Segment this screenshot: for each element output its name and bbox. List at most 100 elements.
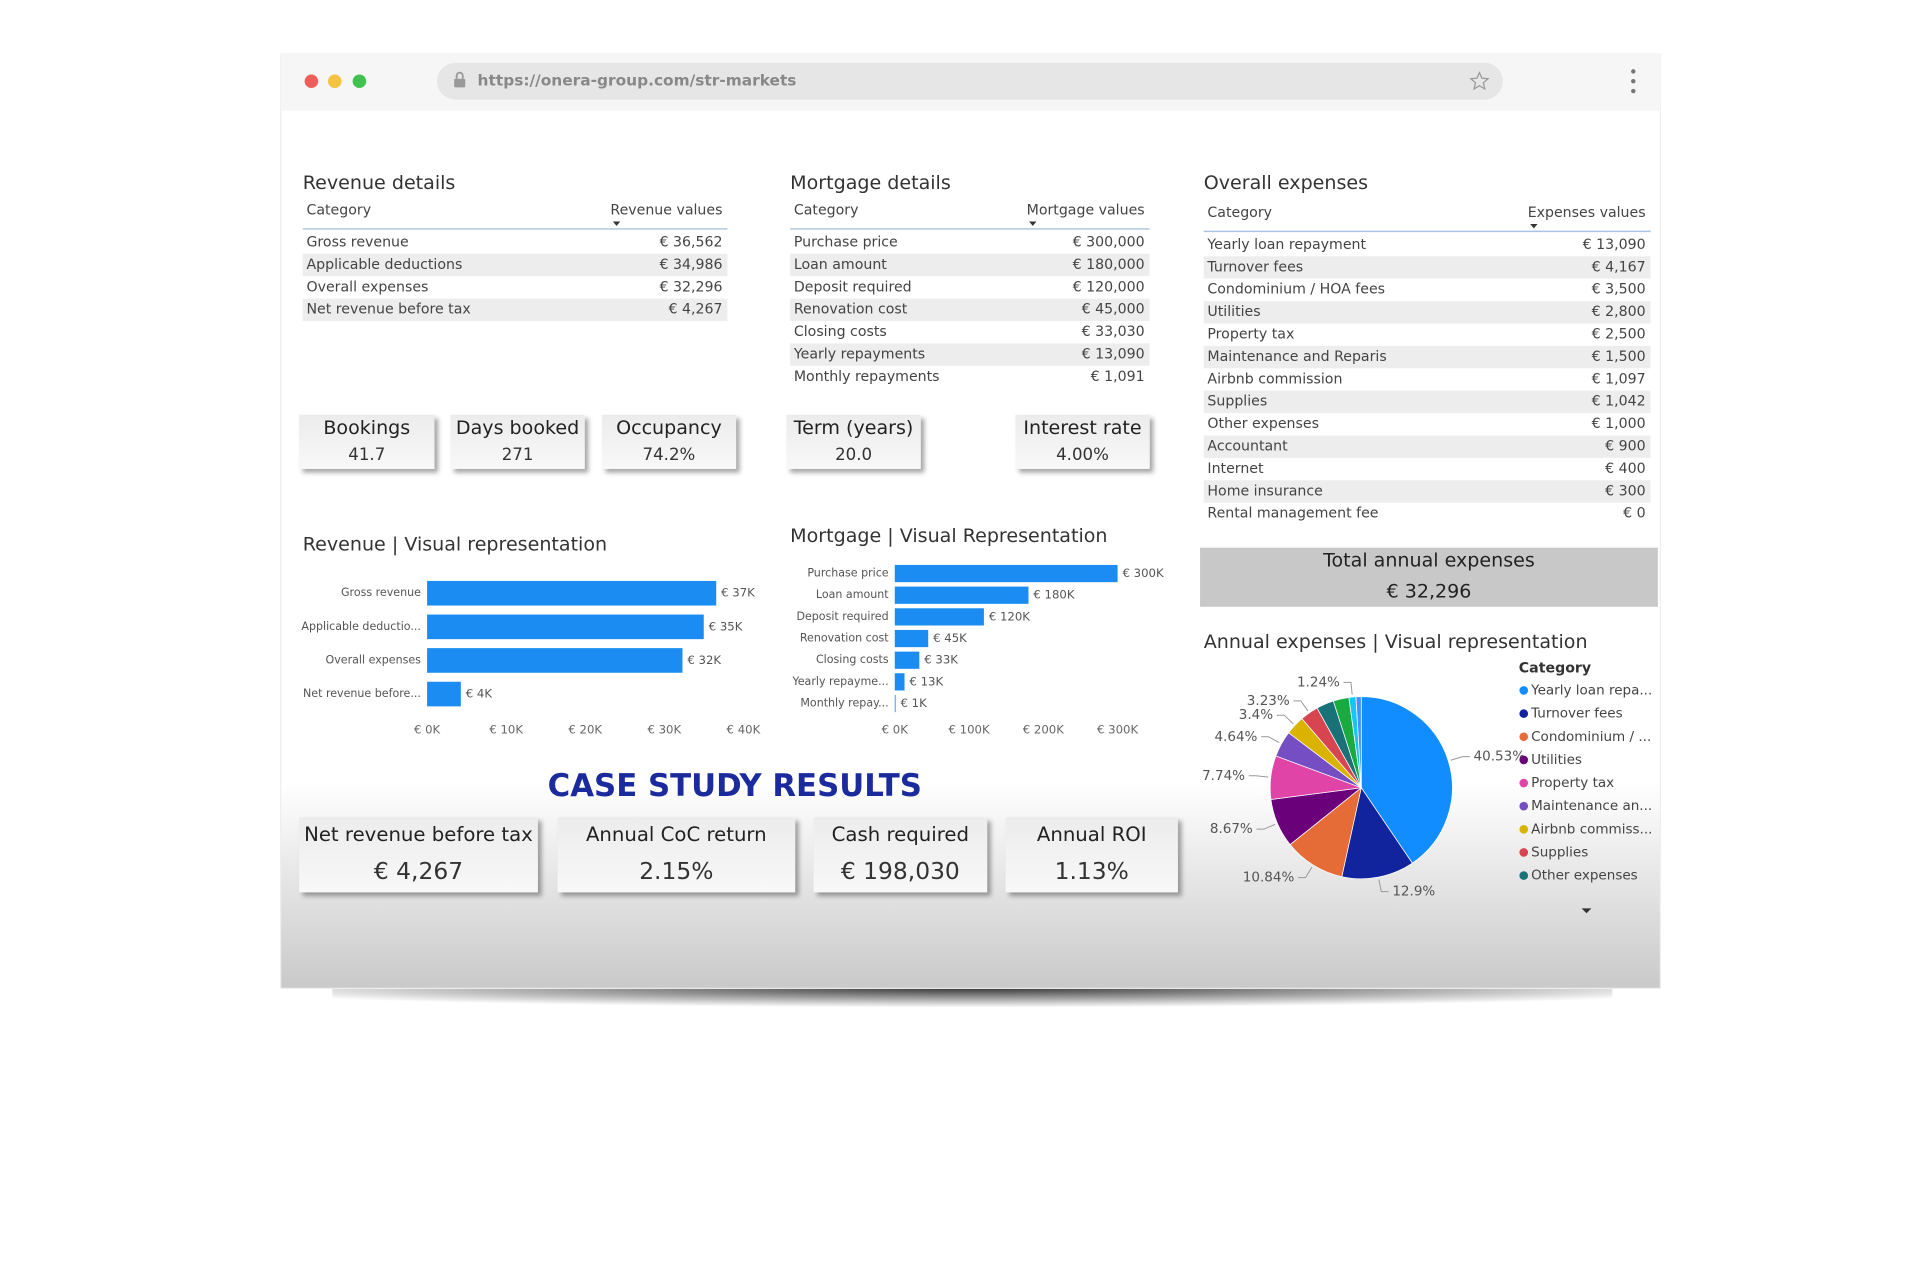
legend-label: Utilities <box>1531 752 1582 768</box>
category-label: Gross revenue <box>341 586 421 599</box>
url: https://onera-group.com/str-markets <box>478 72 797 90</box>
row-value: € 4,267 <box>668 302 722 318</box>
leader-line <box>1256 823 1276 830</box>
kpi-card <box>557 817 796 893</box>
row-value: € 33,030 <box>1082 324 1145 340</box>
data-label: 7.74% <box>1202 768 1245 784</box>
data-label: € 33K <box>924 653 958 667</box>
data-label: 3.4% <box>1239 707 1273 723</box>
kpi-label: Days booked <box>456 417 579 439</box>
category-label: Yearly repayme... <box>791 675 888 688</box>
kpi-label: Annual ROI <box>1037 823 1147 846</box>
minimize-button[interactable] <box>328 74 342 89</box>
kpi-value: 1.13% <box>1055 857 1129 885</box>
row-label: Purchase price <box>794 234 898 250</box>
column-header: Expenses values <box>1528 205 1646 221</box>
total-label: Total annual expenses <box>1322 550 1535 572</box>
data-label: 10.84% <box>1243 870 1295 886</box>
row-value: € 0 <box>1623 506 1645 522</box>
row-label: Condominium / HOA fees <box>1207 282 1385 298</box>
data-label: € 300K <box>1122 566 1163 580</box>
row-label: Accountant <box>1207 439 1288 455</box>
data-label: 12.9% <box>1392 884 1435 900</box>
row-label: Property tax <box>1207 327 1294 343</box>
legend-swatch <box>1519 686 1529 695</box>
category-label: Closing costs <box>816 653 889 666</box>
row-label: Other expenses <box>1207 416 1319 432</box>
row-band <box>302 253 728 277</box>
row-label: Yearly repayments <box>793 346 925 362</box>
kpi-card <box>813 817 988 893</box>
row-band <box>790 253 1150 277</box>
row-label: Renovation cost <box>794 302 908 318</box>
kpi-card <box>1015 414 1150 469</box>
row-value: € 34,986 <box>659 257 722 273</box>
leader-line <box>1378 879 1389 893</box>
row-value: € 1,091 <box>1091 369 1145 385</box>
kpi-value: 271 <box>502 445 534 464</box>
bar <box>894 564 1118 583</box>
close-button[interactable] <box>304 74 319 89</box>
kpi-card <box>299 817 538 893</box>
bar <box>427 648 683 673</box>
row-band <box>790 343 1150 366</box>
bookmark-star[interactable] <box>1469 71 1490 91</box>
leader-line <box>1293 700 1309 712</box>
x-tick-label: € 40K <box>727 722 761 736</box>
row-value: € 300,000 <box>1073 234 1145 250</box>
column-header: Category <box>306 202 371 218</box>
frame-shadow <box>332 988 1613 1021</box>
leader-line <box>1261 736 1280 744</box>
row-label: Overall expenses <box>306 279 428 295</box>
legend-scroll[interactable] <box>1581 908 1592 914</box>
data-label: € 1K <box>901 696 928 710</box>
bar <box>894 629 929 648</box>
category-label: Overall expenses <box>326 653 422 666</box>
kpi-label: Interest rate <box>1023 417 1141 439</box>
row-band <box>302 298 728 321</box>
bar <box>894 651 920 669</box>
row-band <box>1203 390 1651 414</box>
total-box <box>1200 547 1658 607</box>
data-label: € 13K <box>909 674 943 688</box>
data-label: 8.67% <box>1210 821 1253 837</box>
chart-title: Mortgage | Visual Representation <box>790 525 1107 547</box>
row-label: Closing costs <box>794 324 887 340</box>
column-header: Category <box>1207 205 1272 221</box>
column-header: Mortgage values <box>1027 202 1145 218</box>
row-label: Supplies <box>1207 394 1267 410</box>
row-band <box>1203 345 1651 369</box>
category-label: Monthly repay... <box>800 697 888 710</box>
x-tick-label: € 300K <box>1097 722 1138 736</box>
column-header: Category <box>794 202 859 218</box>
kpi-label: Net revenue before tax <box>304 823 533 846</box>
bar <box>894 673 905 691</box>
kpi-value: 4.00% <box>1056 445 1109 464</box>
menu-button[interactable] <box>1631 69 1636 94</box>
address-bar[interactable] <box>436 62 1503 100</box>
row-label: Utilities <box>1207 304 1260 320</box>
kpi-label: Bookings <box>323 417 410 439</box>
kpi-value: € 198,030 <box>841 857 960 885</box>
kpi-value: 2.15% <box>639 857 713 885</box>
table-title: Mortgage details <box>790 172 951 194</box>
bar <box>427 681 461 707</box>
category-label: Purchase price <box>807 567 888 580</box>
x-tick-label: € 0K <box>882 722 909 736</box>
category-label: Net revenue before... <box>303 687 421 700</box>
legend-label: Other expenses <box>1531 868 1638 884</box>
category-label: Deposit required <box>796 610 888 623</box>
row-label: Deposit required <box>794 279 912 295</box>
bar <box>894 608 984 626</box>
data-label: € 37K <box>721 586 755 600</box>
leader-line <box>1450 756 1470 761</box>
row-label: Maintenance and Reparis <box>1207 349 1386 365</box>
row-label: Rental management fee <box>1207 506 1378 522</box>
maximize-button[interactable] <box>352 74 367 89</box>
data-label: € 180K <box>1033 588 1074 602</box>
row-value: € 32,296 <box>659 279 722 295</box>
row-value: € 13,090 <box>1583 237 1646 253</box>
legend-title: Category <box>1519 660 1591 676</box>
dashboard: https://onera-group.com/str-markets Reve… <box>280 53 1661 1021</box>
